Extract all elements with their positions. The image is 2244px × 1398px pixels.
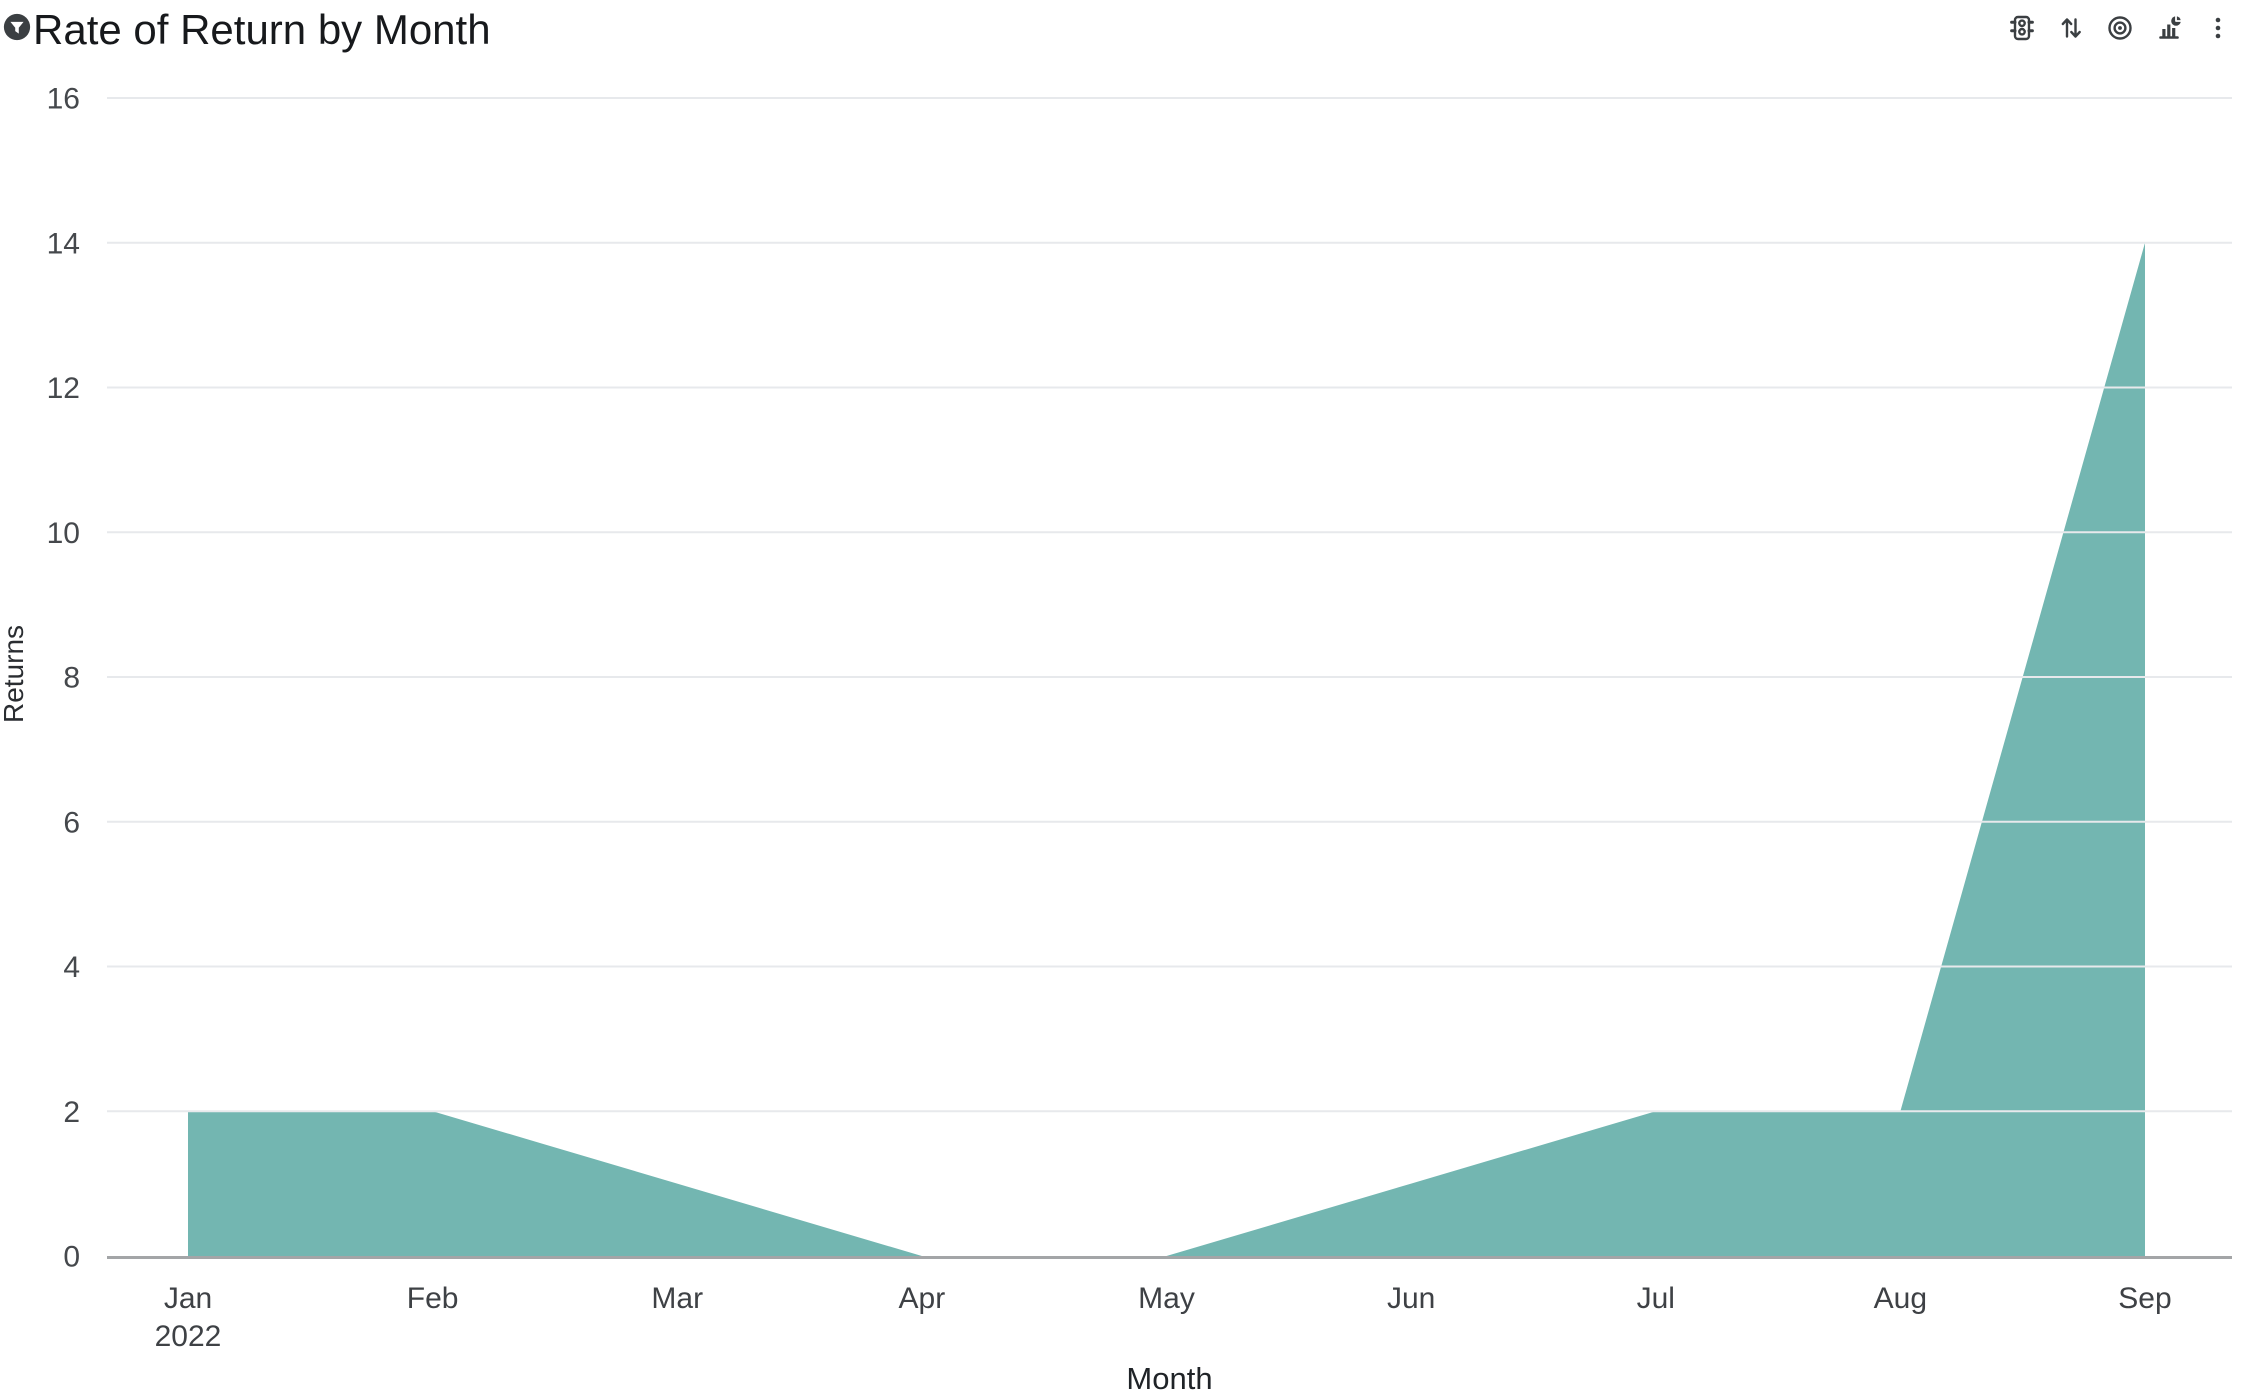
y-tick-label: 16 — [47, 83, 80, 116]
x-tick-label: Apr — [899, 1282, 946, 1315]
area-series[interactable] — [188, 242, 2145, 1256]
y-tick-label: 14 — [47, 227, 80, 260]
filter-icon[interactable] — [2, 12, 32, 42]
y-axis-title: Returns — [0, 625, 29, 723]
target-icon[interactable] — [2099, 9, 2140, 47]
y-tick-label: 8 — [63, 662, 80, 695]
y-tick-label: 12 — [47, 372, 80, 405]
x-tick-label: Jul — [1637, 1282, 1675, 1315]
chart-toolbar — [2001, 9, 2238, 47]
sort-icon[interactable] — [2050, 9, 2091, 47]
y-tick-label: 2 — [63, 1096, 80, 1129]
x-tick-label: Aug — [1874, 1282, 1927, 1315]
x-tick-label: Feb — [407, 1282, 459, 1315]
x-tick-label: Jan — [164, 1282, 212, 1315]
x-axis-title: Month — [1126, 1361, 1212, 1396]
x-tick-label: May — [1138, 1282, 1195, 1315]
more-options-kebab-icon[interactable] — [2197, 9, 2238, 47]
x-tick-label: Jun — [1387, 1282, 1435, 1315]
x-tick-label: Mar — [651, 1282, 703, 1315]
x-tick-label: Sep — [2118, 1282, 2171, 1315]
chart-title: Rate of Return by Month — [33, 6, 491, 53]
chart-type-icon[interactable] — [2148, 9, 2189, 47]
y-tick-label: 4 — [63, 951, 80, 984]
y-tick-label: 0 — [63, 1241, 80, 1274]
y-tick-label: 6 — [63, 806, 80, 839]
status-traffic-light-icon[interactable] — [2001, 9, 2042, 47]
x-tick-year-label: 2022 — [155, 1320, 222, 1353]
y-tick-label: 10 — [47, 517, 80, 550]
